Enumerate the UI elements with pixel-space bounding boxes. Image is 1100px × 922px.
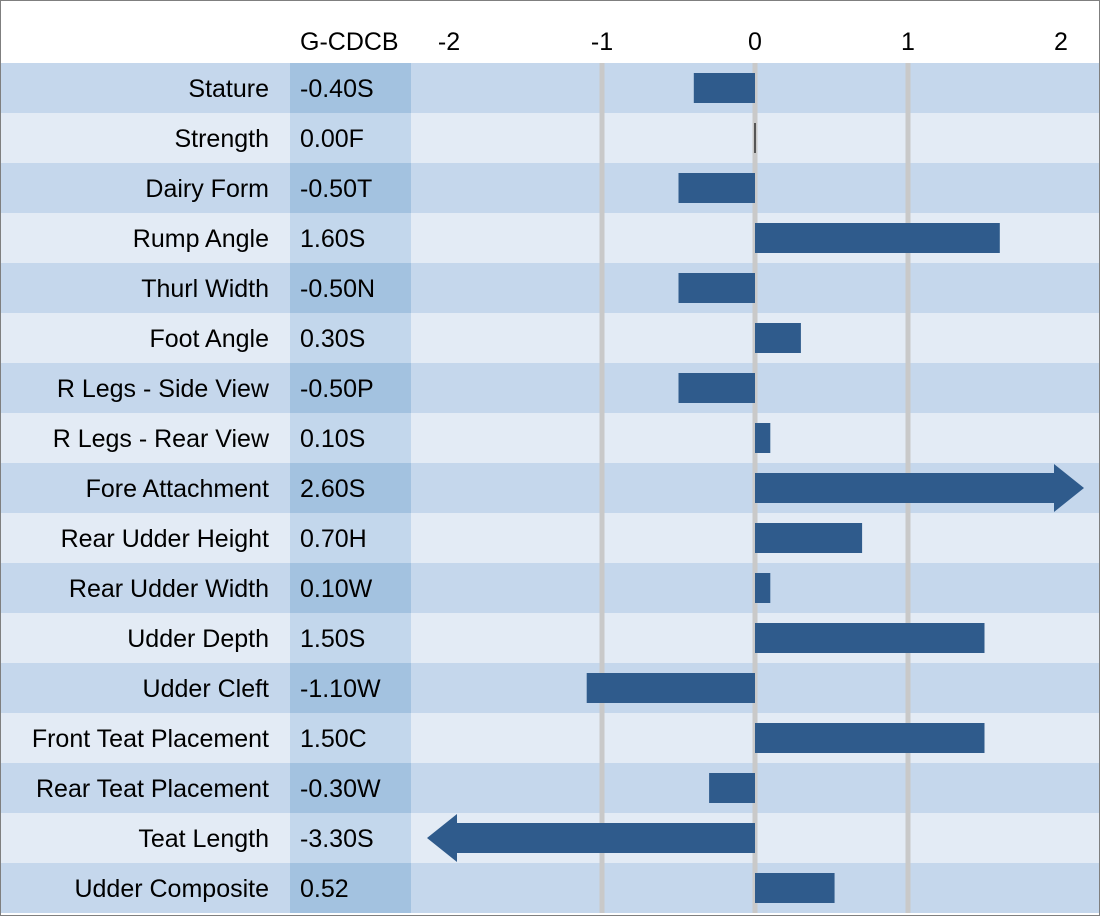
- row-label: Rear Udder Width: [69, 575, 269, 603]
- bar: [754, 123, 756, 153]
- bars: [427, 73, 1084, 903]
- x-tick-label: 2: [1054, 28, 1068, 56]
- bar: [755, 623, 985, 653]
- row-background: [0, 413, 1099, 463]
- value-label: 0.52: [300, 875, 349, 903]
- row-label: Udder Composite: [74, 875, 269, 903]
- column-header: G-CDCB: [300, 28, 399, 56]
- value-cell-background: [290, 663, 411, 713]
- row-background: [0, 163, 1099, 213]
- row-background: [0, 863, 1099, 913]
- value-cell-background: [290, 713, 411, 763]
- bar: [755, 223, 1000, 253]
- value-cell-background: [290, 63, 411, 113]
- value-label: 1.50C: [300, 725, 367, 753]
- value-cell-background: [290, 163, 411, 213]
- value-label: 0.10W: [300, 575, 373, 603]
- value-cell-background: [290, 513, 411, 563]
- value-label: -3.30S: [300, 825, 374, 853]
- bar: [678, 273, 755, 303]
- bar: [709, 773, 755, 803]
- row-background: [0, 763, 1099, 813]
- x-tick-label: 0: [748, 28, 762, 56]
- row-label: Fore Attachment: [86, 475, 269, 503]
- value-cell-background: [290, 563, 411, 613]
- bar: [678, 373, 755, 403]
- bar: [755, 323, 801, 353]
- row-background: [0, 263, 1099, 313]
- value-label: 0.70H: [300, 525, 367, 553]
- value-cell-background: [290, 363, 411, 413]
- x-tick-label: -1: [591, 28, 613, 56]
- row-label: R Legs - Rear View: [53, 425, 270, 453]
- row-background: [0, 563, 1099, 613]
- row-background: [0, 113, 1099, 163]
- value-labels: -0.40S 0.00F -0.50T 1.60S -0.50N 0.30S -0.50P 0…: [300, 75, 381, 903]
- value-label: -1.10W: [300, 675, 381, 703]
- value-cell-background: [290, 413, 411, 463]
- value-cell-background: [290, 213, 411, 263]
- value-cell-background: [290, 313, 411, 363]
- row-background: [0, 663, 1099, 713]
- value-label: -0.50T: [300, 175, 372, 203]
- value-label: 0.10S: [300, 425, 365, 453]
- bar: [755, 723, 985, 753]
- bar: [586, 673, 755, 703]
- row-label: Dairy Form: [145, 175, 269, 203]
- row-label: Thurl Width: [141, 275, 269, 303]
- x-tick-label: -2: [438, 28, 460, 56]
- x-tick-label: 1: [901, 28, 915, 56]
- bar: [755, 873, 835, 903]
- row-background: [0, 63, 1099, 113]
- row-label: Front Teat Placement: [32, 725, 269, 753]
- row-background: [0, 513, 1099, 563]
- value-label: -0.50N: [300, 275, 375, 303]
- bar: [755, 573, 771, 603]
- value-cell-background: [290, 763, 411, 813]
- value-cell-background: [290, 613, 411, 663]
- value-label: 0.30S: [300, 325, 365, 353]
- value-cell-background: [290, 863, 411, 913]
- bar: [755, 423, 771, 453]
- bar: [678, 173, 755, 203]
- value-label: -0.30W: [300, 775, 381, 803]
- row-label: R Legs - Side View: [57, 375, 270, 403]
- value-label: 2.60S: [300, 475, 365, 503]
- value-label: -0.50P: [300, 375, 374, 403]
- row-label: Rear Teat Placement: [36, 775, 269, 803]
- bar-arrow-overflow: [755, 464, 1084, 512]
- row-label: Teat Length: [138, 825, 269, 853]
- value-label: -0.40S: [300, 75, 374, 103]
- row-labels: Stature Strength Dairy Form Rump Angle Thurl…: [32, 75, 270, 903]
- value-cell-background: [290, 263, 411, 313]
- value-cell-background: [290, 463, 411, 513]
- value-cell-background: [290, 113, 411, 163]
- value-cell-background: [290, 813, 411, 863]
- row-label: Udder Depth: [127, 625, 269, 653]
- row-label: Stature: [188, 75, 269, 103]
- bar: [693, 73, 755, 103]
- row-label: Strength: [174, 125, 269, 153]
- row-label: Rear Udder Height: [61, 525, 269, 553]
- row-label: Rump Angle: [133, 225, 269, 253]
- x-tick-labels: -2 -1 0 1 2: [438, 28, 1068, 56]
- row-background: [0, 313, 1099, 363]
- value-label: 1.50S: [300, 625, 365, 653]
- row-background: [0, 363, 1099, 413]
- value-label: 0.00F: [300, 125, 364, 153]
- bar-arrow-overflow: [427, 814, 755, 862]
- row-label: Foot Angle: [149, 325, 269, 353]
- bar: [755, 523, 863, 553]
- value-label: 1.60S: [300, 225, 365, 253]
- row-label: Udder Cleft: [143, 675, 269, 703]
